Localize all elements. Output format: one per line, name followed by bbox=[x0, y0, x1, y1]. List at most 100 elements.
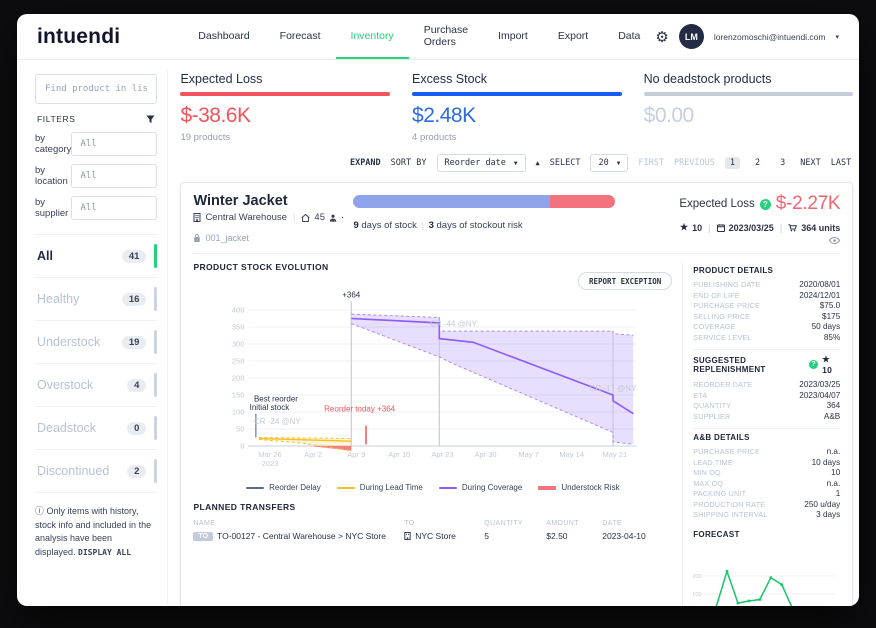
kpi-stats-row: Expected Loss $-38.6K 19 products Excess… bbox=[180, 72, 854, 144]
nav-export[interactable]: Export bbox=[557, 29, 589, 42]
status-understock[interactable]: Understock 19 bbox=[35, 321, 158, 364]
stock-ratio-bar bbox=[353, 195, 616, 208]
intuendi-logo: intuendi bbox=[37, 24, 121, 48]
filter-supplier-input[interactable] bbox=[71, 196, 158, 220]
replenishment-title-row: SUGGESTED REPLENISHMENT ? ★ 10 bbox=[693, 354, 840, 375]
page-size-select[interactable]: 20 ▼ bbox=[590, 154, 629, 172]
legend-swatch-understock-risk bbox=[538, 485, 557, 490]
user-menu-caret-icon[interactable]: ▾ bbox=[835, 33, 839, 41]
svg-text:50: 50 bbox=[237, 425, 245, 434]
main-nav: Dashboard Forecast Inventory Purchase Or… bbox=[183, 14, 655, 59]
nav-purchase-orders[interactable]: Purchase Orders bbox=[423, 23, 469, 48]
info-icon: ⓘ bbox=[35, 506, 45, 516]
product-details-panel: PRODUCT DETAILS PUBLISHING DATE 2020/08/0… bbox=[682, 262, 841, 606]
warehouse-icon bbox=[193, 213, 201, 222]
top-navigation-bar: intuendi Dashboard Forecast Inventory Pu… bbox=[17, 14, 859, 60]
svg-text:Best reorder: Best reorder bbox=[254, 394, 298, 403]
pagination-first[interactable]: FIRST bbox=[638, 158, 664, 168]
chart-section-title: PRODUCT STOCK EVOLUTION bbox=[193, 262, 329, 272]
legend-swatch-reorder-delay bbox=[246, 486, 265, 489]
status-count-badge: 16 bbox=[121, 292, 147, 306]
user-email: lorenzomoschi@intuendi.com bbox=[713, 31, 826, 42]
nav-data[interactable]: Data bbox=[618, 29, 641, 42]
stock-ratio-blue bbox=[353, 195, 550, 208]
svg-text:Apr 2: Apr 2 bbox=[305, 450, 323, 459]
filter-location-input[interactable] bbox=[71, 164, 158, 188]
select-label: SELECT bbox=[549, 158, 581, 168]
svg-text:200: 200 bbox=[693, 574, 702, 580]
search-input[interactable] bbox=[35, 74, 158, 104]
help-question-icon[interactable]: ? bbox=[759, 198, 771, 210]
rating-star-icon: ★ bbox=[680, 222, 689, 232]
help-question-icon[interactable]: ? bbox=[809, 360, 819, 369]
nav-import[interactable]: Import bbox=[498, 29, 528, 42]
transfer-amount: $2.50 bbox=[546, 531, 568, 541]
filters-label: FILTERS bbox=[37, 114, 76, 124]
status-deadstock[interactable]: Deadstock 0 bbox=[35, 407, 158, 450]
display-all-link[interactable]: DISPLAY ALL bbox=[78, 547, 132, 557]
person-icon[interactable] bbox=[329, 214, 337, 222]
legend-swatch-coverage bbox=[438, 486, 457, 489]
settings-gear-icon[interactable]: ⚙ bbox=[655, 28, 669, 46]
eye-icon[interactable] bbox=[829, 237, 841, 244]
sort-select[interactable]: Reorder date ▼ bbox=[436, 154, 526, 172]
svg-text:May 21: May 21 bbox=[603, 450, 628, 459]
expand-button[interactable]: EXPAND bbox=[349, 158, 381, 168]
status-healthy[interactable]: Healthy 16 bbox=[35, 278, 158, 321]
pagination-previous[interactable]: PREVIOUS bbox=[673, 158, 715, 168]
stat-bar-red bbox=[180, 92, 391, 96]
nav-forecast[interactable]: Forecast bbox=[279, 29, 321, 42]
transfer-name[interactable]: TO TO-00127 - Central Warehouse > NYC St… bbox=[193, 531, 404, 541]
sort-ascending-icon[interactable]: ▲ bbox=[535, 159, 540, 167]
list-controls: EXPAND SORT BY Reorder date ▼ ▲ SELECT 20… bbox=[180, 154, 851, 172]
replenishment-rating: ★ 10 bbox=[822, 354, 833, 375]
reorder-date: 2023/03/25 bbox=[728, 222, 774, 233]
pagination-last[interactable]: LAST bbox=[830, 158, 852, 168]
product-title: Winter Jacket bbox=[193, 193, 288, 209]
pagination-page-1[interactable]: 1 bbox=[724, 157, 741, 169]
transfer-to: NYC Store bbox=[404, 531, 484, 541]
nav-inventory[interactable]: Inventory bbox=[335, 14, 409, 59]
pagination-page-3[interactable]: 3 bbox=[780, 158, 786, 168]
pagination-page-2[interactable]: 2 bbox=[755, 158, 761, 168]
svg-text:400: 400 bbox=[232, 306, 245, 315]
filter-funnel-icon[interactable] bbox=[146, 115, 155, 124]
status-overstock[interactable]: Overstock 4 bbox=[35, 364, 158, 407]
status-all[interactable]: All 41 bbox=[35, 235, 158, 278]
nav-dashboard[interactable]: Dashboard bbox=[198, 29, 250, 42]
stat-expected-loss: Expected Loss $-38.6K 19 products bbox=[180, 72, 391, 144]
svg-text:+364: +364 bbox=[343, 290, 362, 299]
product-card-winter-jacket: Winter Jacket Central Warehouse | 45 bbox=[180, 182, 854, 606]
planned-transfers-title: PLANNED TRANSFERS bbox=[193, 502, 296, 512]
filter-location-label: by location bbox=[35, 165, 68, 187]
status-discontinued[interactable]: Discontinued 2 bbox=[35, 450, 158, 493]
filter-category-input[interactable] bbox=[71, 132, 158, 156]
pagination-next[interactable]: NEXT bbox=[800, 158, 821, 168]
status-indicator-bar bbox=[154, 373, 158, 397]
more-indicator[interactable]: · bbox=[340, 212, 345, 223]
report-exception-button[interactable]: REPORT EXCEPTION bbox=[578, 272, 673, 290]
svg-text:May 7: May 7 bbox=[519, 450, 539, 459]
status-indicator-bar bbox=[154, 244, 158, 268]
product-code-icon bbox=[193, 233, 201, 243]
svg-text:Initial stock: Initial stock bbox=[250, 403, 291, 412]
avatar[interactable]: LM bbox=[678, 24, 704, 49]
location-count: 45 bbox=[314, 212, 325, 223]
svg-text:0: 0 bbox=[241, 442, 245, 451]
svg-text:CR -24 @NY: CR -24 @NY bbox=[254, 417, 301, 426]
stat-bar-blue bbox=[412, 92, 622, 96]
stat-deadstock: No deadstock products $0.00 bbox=[643, 72, 854, 144]
stat-bar-gray bbox=[643, 92, 854, 96]
svg-text:CR -44 @NY: CR -44 @NY bbox=[431, 319, 478, 328]
product-location: Central Warehouse bbox=[205, 212, 287, 223]
status-count-badge: 4 bbox=[127, 378, 147, 392]
transfer-type-chip: TO bbox=[193, 531, 214, 541]
cart-icon bbox=[788, 223, 798, 232]
sidebar: FILTERS by category by location by suppl… bbox=[29, 70, 169, 605]
status-count-badge: 0 bbox=[127, 421, 147, 435]
units-value: 364 units bbox=[801, 222, 841, 233]
status-indicator-bar bbox=[154, 287, 158, 311]
store-icon bbox=[404, 532, 411, 540]
supplier-details-title: A&B DETAILS bbox=[693, 433, 750, 442]
